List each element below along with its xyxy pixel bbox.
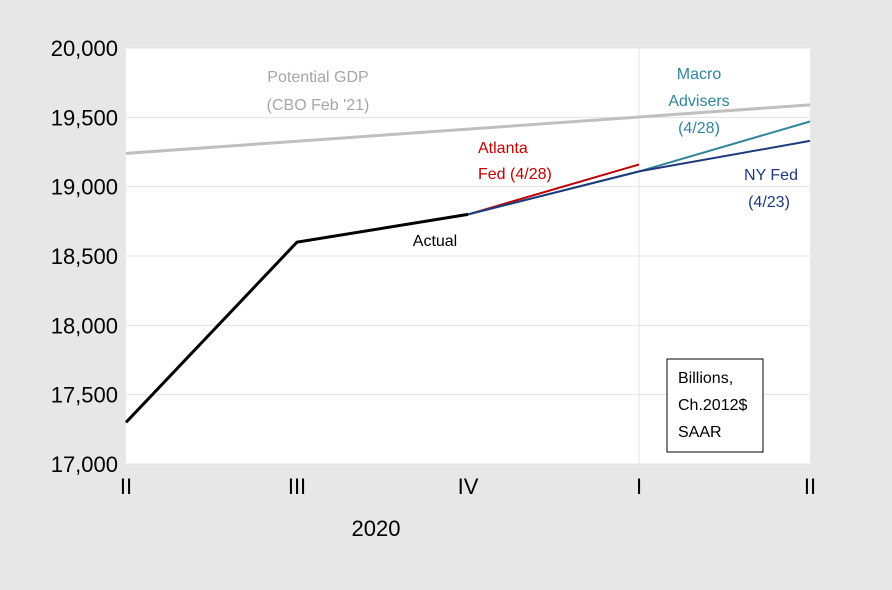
y-tick-label: 18,500: [51, 244, 118, 269]
units-line1: Billions,: [678, 370, 733, 387]
series-line-potential-gdp-cbo-feb-21: [125, 103, 811, 155]
x-tick-label: IV: [458, 474, 479, 499]
x-tick-label: II: [804, 474, 816, 499]
units-box-border: [666, 358, 764, 453]
y-tick-label: 19,000: [51, 175, 118, 200]
macro-advisers-label-line3: (4/28): [678, 120, 720, 137]
y-tick-label: 20,000: [51, 36, 118, 61]
units-box: Billions, Ch.2012$ SAAR: [666, 358, 764, 453]
atlanta-fed-label-line1: Atlanta: [478, 140, 528, 157]
potential-gdp-label-line2: (CBO Feb '21): [267, 97, 370, 114]
series-line-actual: [124, 212, 469, 424]
y-tick-label: 17,000: [51, 452, 118, 477]
y-tick-label: 17,500: [51, 383, 118, 408]
x-axis-tick-labels: II III IV I II: [120, 474, 816, 499]
y-tick-label: 18,000: [51, 313, 118, 338]
x-tick-label: I: [636, 474, 642, 499]
year-label: 2020: [352, 516, 401, 541]
potential-gdp-label-line1: Potential GDP: [267, 69, 368, 86]
series-line-ny-fed-4-23: [467, 139, 811, 216]
x-tick-label: III: [288, 474, 306, 499]
atlanta-fed-label-line2: Fed (4/28): [478, 166, 552, 183]
macro-advisers-label-line1: Macro: [677, 66, 722, 83]
y-axis-tick-labels: 17,000 17,500 18,000 18,500 19,000 19,500 20,0…: [51, 36, 118, 477]
macro-advisers-label-line2: Advisers: [668, 93, 729, 110]
ny-fed-label-line2: (4/23): [748, 194, 790, 211]
ny-fed-label-line1: NY Fed: [744, 167, 798, 184]
x-tick-label: II: [120, 474, 132, 499]
y-tick-label: 19,500: [51, 105, 118, 130]
actual-label: Actual: [413, 233, 457, 250]
units-line2: Ch.2012$: [678, 397, 747, 414]
units-line3: SAAR: [678, 424, 722, 441]
series-lines: [124, 103, 811, 424]
series-line-atlanta-fed-4-28: [467, 163, 640, 216]
